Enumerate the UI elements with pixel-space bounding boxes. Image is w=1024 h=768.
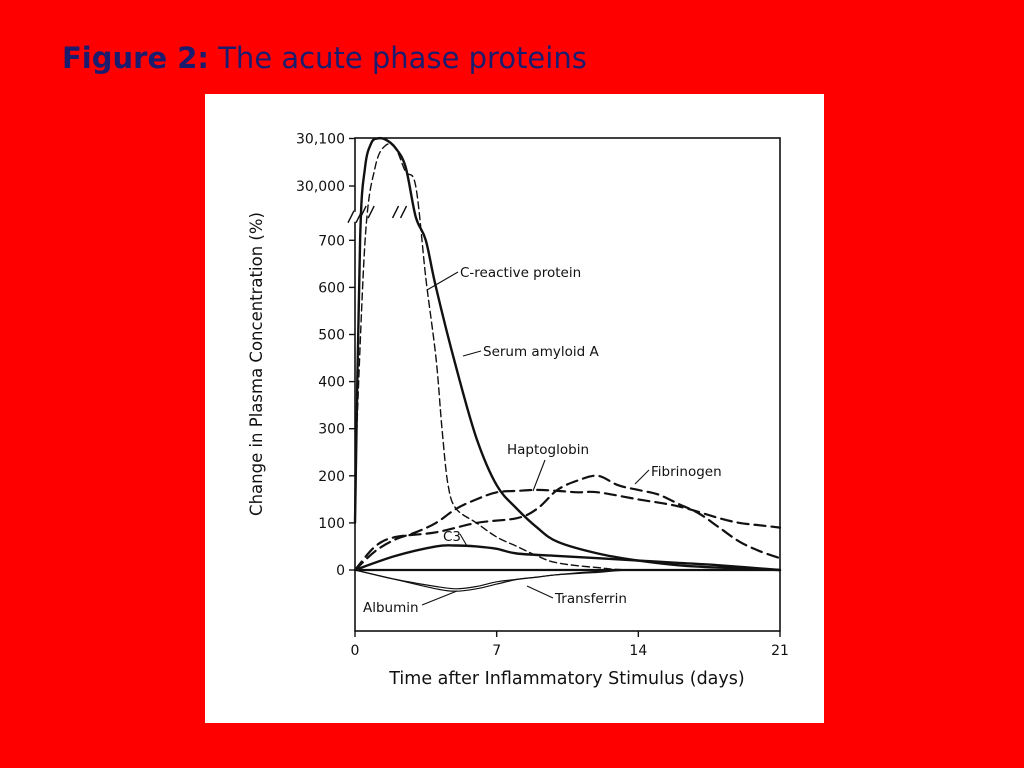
leader-serum-amyloid-a bbox=[462, 350, 482, 357]
saa-break-slash-a bbox=[391, 205, 400, 219]
slide-title: Figure 2: The acute phase proteins bbox=[62, 38, 587, 78]
figure-panel: 0 100 200 300 400 500 600 700 30,000 30,100 0 7 14 21… bbox=[205, 94, 824, 723]
series-line-albumin bbox=[354, 569, 781, 592]
axes: 0 100 200 300 400 500 600 700 30,000 30,100 0 7 14 21 bbox=[296, 132, 789, 660]
leader-fibrinogen bbox=[634, 469, 650, 485]
y-axis-break-gap bbox=[349, 211, 361, 222]
x-tick-label: 14 bbox=[629, 643, 647, 659]
series-label-haptoglobin: Haptoglobin bbox=[507, 442, 589, 458]
figure-label: Figure 2: bbox=[62, 41, 209, 75]
leader-albumin bbox=[421, 590, 458, 606]
series-line-haptoglobin bbox=[353, 488, 782, 572]
series-label-albumin: Albumin bbox=[363, 600, 419, 616]
y-tick-label: 700 bbox=[318, 233, 345, 249]
series-label-c-reactive-protein: C-reactive protein bbox=[460, 265, 581, 281]
y-tick-label: 30,100 bbox=[296, 132, 345, 148]
leader-c-reactive-protein bbox=[426, 271, 459, 291]
series-line-c-reactive-protein bbox=[353, 136, 782, 572]
y-tick-label: 600 bbox=[318, 280, 345, 296]
y-tick-label: 30,000 bbox=[296, 179, 345, 195]
y-tick-label: 500 bbox=[318, 328, 345, 344]
y-tick-label: 400 bbox=[318, 375, 345, 391]
y-axis-break-slash-a bbox=[347, 210, 355, 224]
x-tick-label: 0 bbox=[351, 643, 360, 659]
series-line-transferrin bbox=[354, 569, 781, 590]
y-axis-label: Change in Plasma Concentration (%) bbox=[247, 212, 266, 516]
saa-break-slash-b bbox=[399, 205, 408, 219]
saa-break-gap bbox=[393, 207, 406, 217]
series-label-serum-amyloid-a: Serum amyloid A bbox=[483, 344, 599, 360]
annotations: C-reactive protein Serum amyloid A Haptogl… bbox=[363, 265, 722, 616]
series-lines bbox=[353, 136, 782, 592]
y-tick-label: 100 bbox=[318, 516, 345, 532]
x-tick-label: 21 bbox=[771, 643, 789, 659]
leader-c3 bbox=[459, 533, 468, 547]
series-label-transferrin: Transferrin bbox=[554, 591, 627, 607]
series-line-fibrinogen bbox=[353, 474, 782, 572]
x-axis-label: Time after Inflammatory Stimulus (days) bbox=[388, 669, 744, 689]
acute-phase-chart: 0 100 200 300 400 500 600 700 30,000 30,100 0 7 14 21… bbox=[247, 132, 789, 690]
plot-frame bbox=[354, 137, 781, 632]
figure-caption: The acute phase proteins bbox=[218, 41, 587, 75]
crp-break-slash-b bbox=[367, 205, 375, 219]
y-tick-label: 0 bbox=[336, 563, 345, 579]
y-tick-label: 200 bbox=[318, 469, 345, 485]
y-tick-label: 300 bbox=[318, 422, 345, 438]
series-label-fibrinogen: Fibrinogen bbox=[651, 464, 722, 480]
series-line-c3 bbox=[353, 544, 782, 572]
leader-transferrin bbox=[526, 585, 554, 599]
x-tick-label: 7 bbox=[492, 643, 501, 659]
series-label-c3: C3 bbox=[443, 529, 461, 545]
leader-haptoglobin bbox=[532, 459, 546, 492]
